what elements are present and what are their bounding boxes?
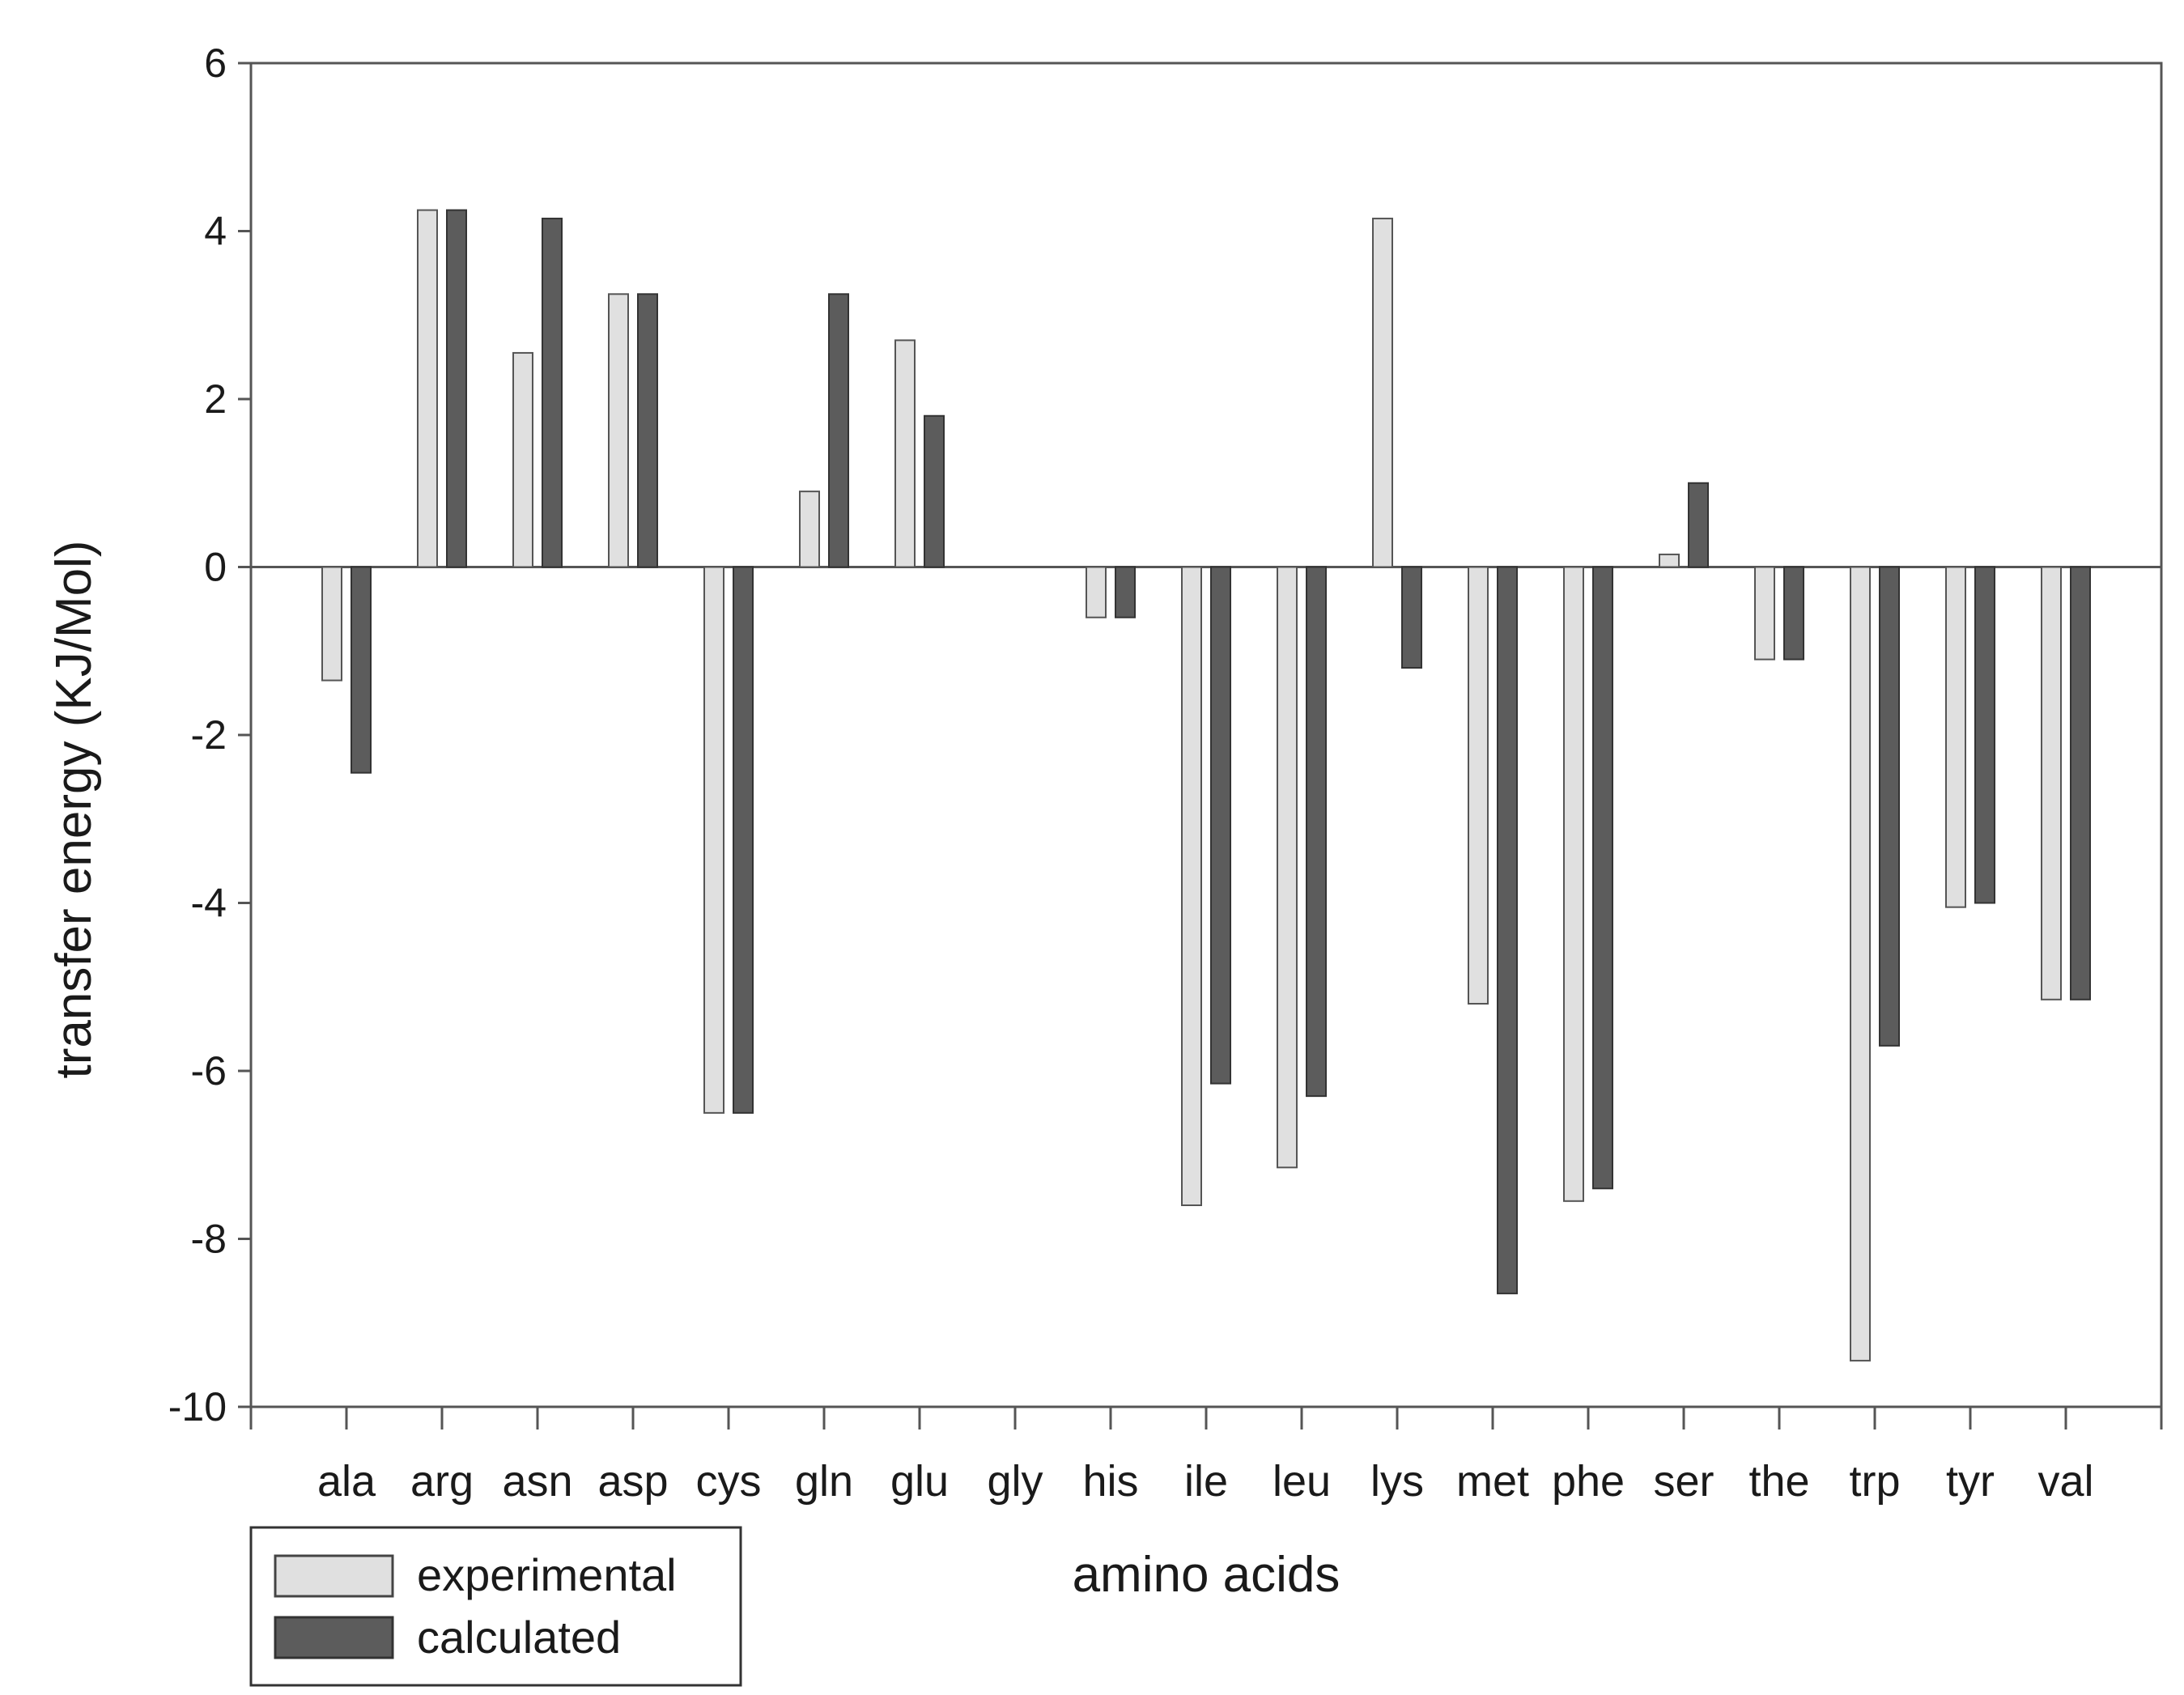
legend: experimental calculated xyxy=(249,1526,742,1687)
bar-calculated-tyr xyxy=(1974,566,1995,904)
bar-calculated-asp xyxy=(637,293,658,568)
bar-experimental-his xyxy=(1086,566,1107,618)
bar-experimental-the xyxy=(1754,566,1775,661)
bar-experimental-cys xyxy=(703,566,724,1114)
bar-experimental-asn xyxy=(512,351,533,568)
x-category-label-ile: ile xyxy=(1184,1457,1228,1506)
x-category-label-val: val xyxy=(2037,1457,2093,1506)
bar-experimental-leu xyxy=(1277,566,1298,1169)
bar-calculated-val xyxy=(2070,566,2091,1000)
x-category-label-phe: phe xyxy=(1552,1457,1625,1506)
plot-area xyxy=(249,62,2163,1408)
bar-experimental-ile xyxy=(1181,566,1202,1206)
x-category-label-gly: gly xyxy=(987,1457,1043,1506)
bar-calculated-the xyxy=(1783,566,1804,661)
y-tick-label: 2 xyxy=(204,376,227,422)
x-category-label-met: met xyxy=(1456,1457,1529,1506)
bar-experimental-lys xyxy=(1372,217,1393,568)
legend-label-calculated: calculated xyxy=(417,1612,621,1663)
y-tick-label: -2 xyxy=(191,712,227,758)
x-category-label-his: his xyxy=(1082,1457,1138,1506)
bar-experimental-tyr xyxy=(1945,566,1966,908)
bar-experimental-ser xyxy=(1659,553,1680,568)
x-category-label-asn: asn xyxy=(502,1457,572,1506)
plot-frame xyxy=(249,62,2163,1408)
bar-calculated-gln xyxy=(828,293,849,568)
x-category-label-arg: arg xyxy=(410,1457,474,1506)
y-tick-label: -6 xyxy=(191,1048,227,1094)
y-tick-label: -8 xyxy=(191,1217,227,1262)
bar-experimental-trp xyxy=(1850,566,1871,1362)
bar-experimental-val xyxy=(2041,566,2062,1000)
y-axis: 6 4 2 0 -2 -4 -6 -8 -10 xyxy=(168,40,251,1429)
y-axis-title: transfer energy (KJ/Mol) xyxy=(46,541,102,1079)
bar-experimental-asp xyxy=(608,293,629,568)
bar-calculated-arg xyxy=(446,209,467,568)
bar-experimental-gln xyxy=(799,491,820,568)
bar-calculated-glu xyxy=(924,414,945,568)
x-category-label-glu: glu xyxy=(890,1457,949,1506)
x-axis-title: amino acids xyxy=(1073,1547,1341,1603)
x-axis: ala arg asn asp cys gln glu gly his ile leu lys met p… xyxy=(249,1407,2163,1506)
legend-label-experimental: experimental xyxy=(417,1549,677,1600)
x-category-label-ala: ala xyxy=(317,1457,376,1506)
x-category-label-the: the xyxy=(1748,1457,1809,1506)
bar-calculated-trp xyxy=(1879,566,1900,1047)
bar-calculated-ala xyxy=(351,566,372,774)
bar-calculated-ser xyxy=(1688,482,1709,568)
bar-experimental-glu xyxy=(894,339,916,568)
x-category-label-gln: gln xyxy=(795,1457,853,1506)
y-tick-label: -10 xyxy=(168,1384,227,1429)
x-category-label-trp: trp xyxy=(1849,1457,1900,1506)
y-tick-label: 4 xyxy=(204,209,227,254)
bar-experimental-met xyxy=(1468,566,1489,1005)
bar-calculated-met xyxy=(1497,566,1518,1294)
bar-calculated-asn xyxy=(542,217,563,568)
y-tick-label: -4 xyxy=(191,881,227,926)
x-category-label-cys: cys xyxy=(696,1457,762,1506)
bar-calculated-his xyxy=(1115,566,1136,618)
legend-swatch-experimental xyxy=(274,1554,394,1598)
bar-experimental-arg xyxy=(417,209,438,568)
bar-calculated-lys xyxy=(1401,566,1422,669)
x-category-label-leu: leu xyxy=(1273,1457,1331,1506)
bar-experimental-ala xyxy=(321,566,342,682)
x-category-label-asp: asp xyxy=(597,1457,668,1506)
y-tick-label: 0 xyxy=(204,545,227,590)
bar-calculated-ile xyxy=(1210,566,1231,1085)
bar-experimental-phe xyxy=(1563,566,1584,1202)
x-category-label-tyr: tyr xyxy=(1946,1457,1995,1506)
bar-calculated-cys xyxy=(733,566,754,1114)
x-category-label-ser: ser xyxy=(1653,1457,1714,1506)
legend-swatch-calculated xyxy=(274,1616,394,1659)
bar-calculated-phe xyxy=(1592,566,1613,1190)
x-category-label-lys: lys xyxy=(1370,1457,1424,1506)
bar-calculated-leu xyxy=(1306,566,1327,1098)
y-tick-label: 6 xyxy=(204,40,227,86)
